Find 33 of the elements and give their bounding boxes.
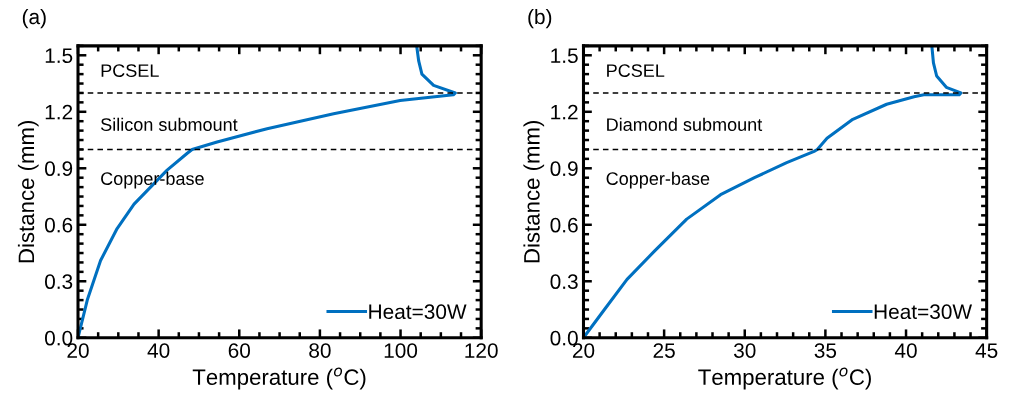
x-axis-title: Temperature ($^{o}$C): [192, 367, 366, 390]
y-tick-label: 0.3: [45, 274, 73, 290]
y-tick-label: 1.2: [551, 104, 578, 120]
annotation: PCSEL: [101, 64, 159, 77]
chart-title: (b): [528, 8, 552, 29]
legend-label: Heat=30W: [369, 304, 467, 320]
x-tick-label: 40: [147, 343, 170, 358]
chart-title: (a): [22, 8, 46, 29]
x-tick-label: 35: [814, 343, 837, 358]
x-tick-label: 60: [228, 343, 251, 358]
annotation: PCSEL: [607, 64, 665, 77]
y-tick-label: 1.2: [45, 104, 73, 120]
y-tick-label: 0.9: [45, 161, 73, 177]
x-tick-label: 25: [653, 343, 675, 358]
y-tick-label: 0.6: [550, 217, 578, 233]
x-tick-label: 45: [975, 343, 998, 358]
x-tick-label: 40: [894, 343, 917, 358]
y-axis-title: Distance (mm): [523, 120, 545, 263]
x-axis-title: Temperature ($^{o}$C): [698, 367, 871, 390]
y-axis-title: Distance (mm): [17, 120, 39, 263]
legend-label: Heat=30W: [874, 304, 973, 320]
y-tick-label: 0.3: [550, 274, 578, 290]
annotation: Diamond submount: [607, 117, 763, 131]
y-tick-label: 0.6: [45, 217, 73, 233]
y-tick-label: 1.5: [45, 48, 73, 64]
y-tick-label: 1.5: [551, 48, 578, 64]
annotation: Silicon submount: [101, 117, 238, 131]
y-tick-label: 0.9: [550, 161, 578, 177]
x-tick-label: 120: [465, 343, 498, 358]
annotation: Copper-base: [606, 171, 710, 189]
x-tick-label: 80: [309, 343, 331, 358]
x-tick-label: 30: [733, 343, 756, 358]
x-tick-label: 100: [384, 343, 418, 358]
